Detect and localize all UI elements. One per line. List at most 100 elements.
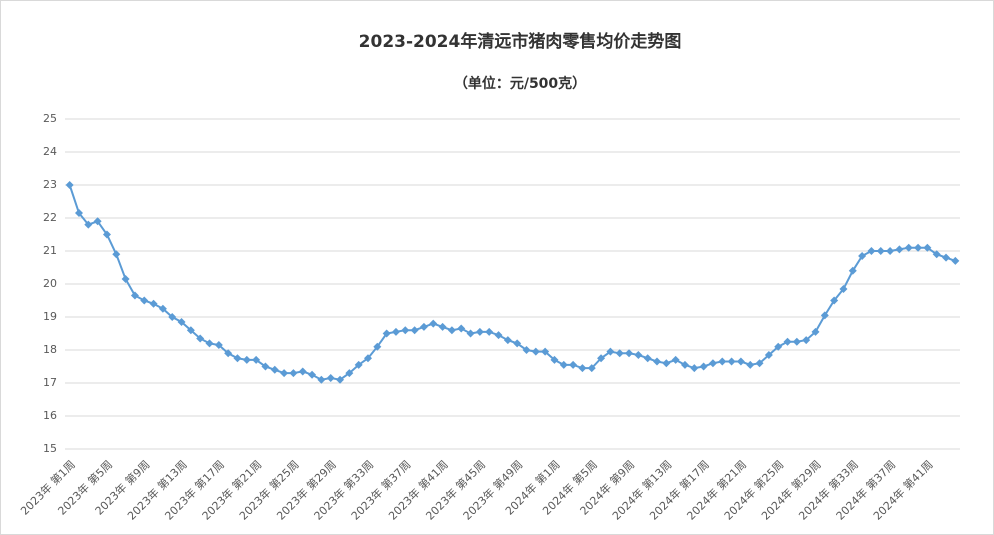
marker — [802, 336, 811, 345]
marker — [289, 369, 298, 378]
marker — [345, 369, 354, 378]
marker — [578, 364, 587, 373]
marker — [65, 181, 74, 189]
marker — [317, 375, 326, 384]
marker — [559, 360, 568, 369]
marker — [774, 342, 783, 351]
marker — [252, 355, 261, 364]
marker — [391, 327, 400, 336]
y-tick-label: 15 — [43, 442, 57, 455]
marker — [662, 359, 671, 368]
chart-subtitle: （单位：元/500克） — [454, 75, 586, 92]
marker — [606, 347, 615, 356]
marker — [503, 336, 512, 345]
marker — [419, 322, 428, 331]
marker — [242, 355, 251, 364]
marker — [130, 291, 139, 300]
marker — [522, 346, 531, 354]
marker — [680, 360, 689, 369]
marker — [373, 342, 382, 351]
marker — [904, 243, 913, 252]
marker — [876, 247, 885, 255]
y-tick-label: 16 — [43, 409, 57, 422]
y-tick-label: 22 — [43, 211, 57, 224]
marker — [932, 250, 941, 259]
marker — [401, 326, 410, 335]
marker — [736, 357, 745, 366]
marker — [466, 329, 475, 338]
marker — [848, 266, 857, 275]
marker — [820, 311, 829, 320]
marker — [708, 359, 717, 368]
marker — [494, 331, 503, 340]
marker — [168, 313, 177, 321]
marker — [569, 360, 578, 369]
marker — [839, 284, 848, 293]
marker — [298, 367, 307, 376]
marker — [597, 354, 606, 363]
y-tick-label: 19 — [43, 310, 57, 323]
marker — [858, 251, 867, 260]
marker — [867, 247, 876, 255]
marker — [783, 337, 792, 346]
marker — [764, 350, 773, 359]
marker — [308, 370, 317, 379]
marker — [541, 347, 550, 356]
y-tick-label: 20 — [43, 277, 57, 290]
marker — [177, 317, 186, 326]
marker — [233, 354, 242, 363]
marker — [196, 334, 205, 343]
marker — [531, 347, 540, 356]
marker — [429, 319, 438, 328]
marker — [886, 247, 895, 255]
marker — [140, 296, 149, 305]
marker — [84, 220, 93, 229]
marker — [261, 362, 270, 371]
marker — [513, 339, 522, 348]
marker — [102, 230, 111, 239]
marker — [447, 326, 456, 335]
marker — [93, 217, 102, 226]
y-tick-label: 21 — [43, 244, 57, 257]
marker — [457, 324, 466, 333]
marker — [830, 296, 839, 305]
marker — [951, 256, 960, 265]
marker — [149, 299, 158, 308]
y-tick-label: 24 — [43, 145, 57, 158]
marker — [718, 357, 727, 366]
chart-title: 2023-2024年清远市猪肉零售均价走势图 — [359, 31, 682, 52]
marker — [280, 369, 289, 378]
marker — [625, 349, 634, 358]
marker — [326, 374, 335, 383]
marker — [755, 359, 764, 368]
marker — [643, 354, 652, 363]
marker — [792, 337, 801, 346]
marker — [699, 362, 708, 371]
marker — [186, 326, 195, 335]
marker — [74, 209, 83, 218]
marker — [205, 339, 214, 348]
marker — [550, 355, 559, 364]
marker — [615, 349, 624, 358]
y-tick-label: 18 — [43, 343, 57, 356]
marker — [485, 327, 494, 336]
y-tick-label: 23 — [43, 178, 57, 191]
marker — [914, 243, 923, 252]
marker — [811, 327, 820, 336]
marker — [382, 329, 391, 338]
marker — [438, 322, 447, 331]
marker — [634, 350, 643, 359]
marker — [653, 357, 662, 366]
marker — [121, 275, 130, 284]
marker — [746, 360, 755, 369]
marker — [671, 355, 680, 364]
marker — [214, 341, 223, 350]
marker — [475, 327, 484, 336]
marker — [224, 349, 233, 358]
marker — [158, 304, 167, 313]
marker — [363, 354, 372, 363]
marker — [336, 375, 345, 384]
marker — [270, 365, 279, 374]
